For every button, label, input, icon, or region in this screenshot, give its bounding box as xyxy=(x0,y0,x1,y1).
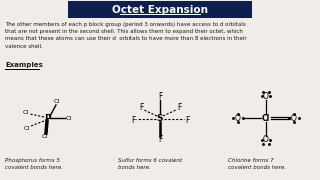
Text: Cl: Cl xyxy=(54,98,60,104)
Text: Sulfur forms 6 covalent
bonds here.: Sulfur forms 6 covalent bonds here. xyxy=(118,158,182,170)
Text: F: F xyxy=(158,136,162,145)
Text: Cl: Cl xyxy=(66,116,72,120)
Text: Octet Expansion: Octet Expansion xyxy=(112,5,208,15)
Text: F: F xyxy=(139,102,143,111)
Text: S: S xyxy=(157,114,163,123)
Text: O: O xyxy=(235,114,241,123)
Text: F: F xyxy=(177,102,181,111)
Text: Cl: Cl xyxy=(23,109,29,114)
Text: Cl: Cl xyxy=(262,114,270,123)
Text: O: O xyxy=(263,136,269,145)
Text: Examples: Examples xyxy=(5,62,43,68)
FancyBboxPatch shape xyxy=(68,1,252,18)
Text: Cl: Cl xyxy=(24,127,30,132)
Text: F: F xyxy=(185,116,189,125)
Text: Phosphorus forms 5
covalent bonds here.: Phosphorus forms 5 covalent bonds here. xyxy=(5,158,63,170)
Text: O: O xyxy=(263,91,269,100)
Text: Cl: Cl xyxy=(42,134,48,140)
Text: Chlorine forms 7
covalent bonds here.: Chlorine forms 7 covalent bonds here. xyxy=(228,158,286,170)
Text: F: F xyxy=(131,116,135,125)
Text: O: O xyxy=(291,114,297,123)
Text: P: P xyxy=(44,114,50,123)
Text: The other members of each p block group (period 3 onwards) have access to d orbi: The other members of each p block group … xyxy=(5,22,247,49)
Text: F: F xyxy=(158,91,162,100)
